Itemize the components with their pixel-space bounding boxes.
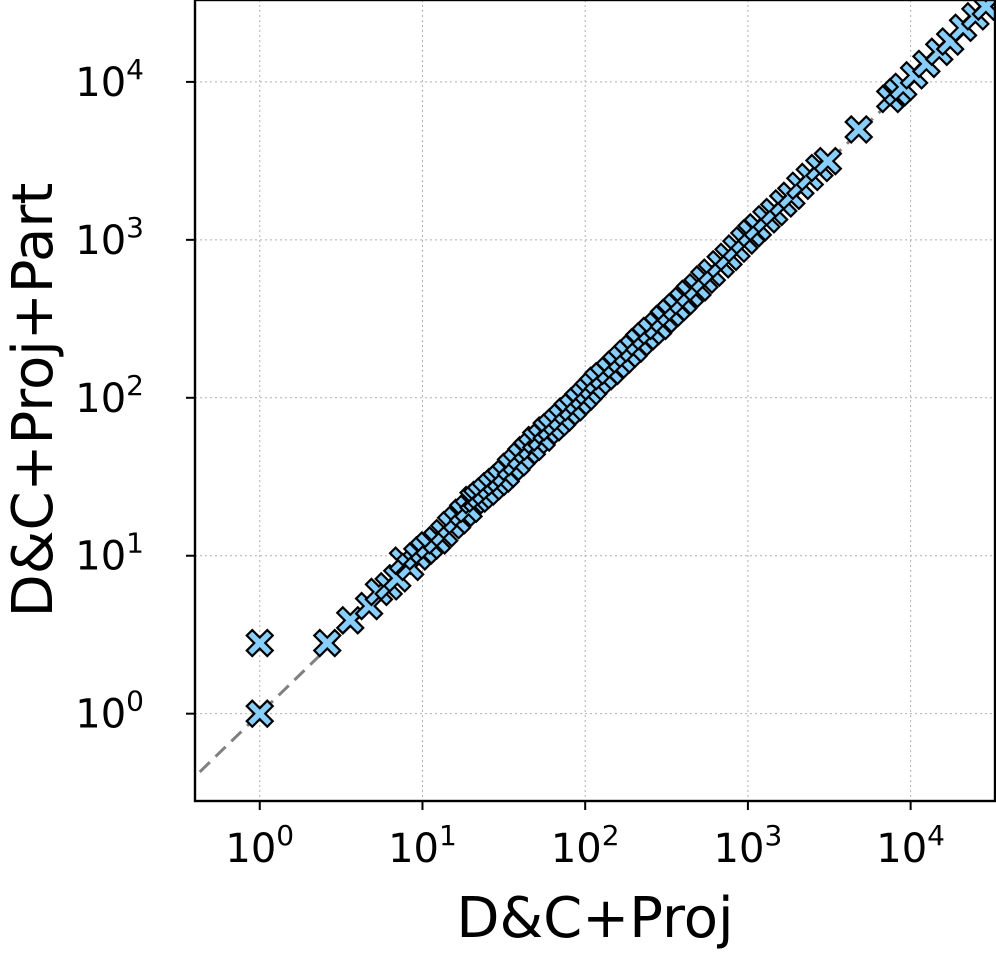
x-tick-label: 104 [876, 819, 945, 872]
y-tick-label: 103 [75, 211, 144, 264]
y-tick-label: 102 [75, 369, 144, 422]
y-axis-label: D&C+Proj+Part [1, 183, 66, 618]
plot-frame [193, 0, 996, 803]
data-point [813, 146, 843, 176]
axis-ticks: 100 101 102 103 104 100 101 102 103 104 [75, 53, 945, 872]
x-tick-label: 101 [388, 819, 457, 872]
x-axis-label: D&C+Proj [456, 886, 733, 951]
data-point [245, 628, 275, 658]
data-points [245, 0, 995, 729]
y-tick-label: 104 [75, 53, 144, 106]
data-point [245, 699, 275, 729]
y-tick-label: 100 [75, 685, 144, 738]
data-point [844, 114, 874, 144]
x-tick-label: 102 [551, 819, 620, 872]
x-tick-label: 100 [225, 819, 294, 872]
data-point [312, 628, 342, 658]
x-tick-label: 103 [714, 819, 783, 872]
y-tick-label: 101 [75, 527, 144, 580]
